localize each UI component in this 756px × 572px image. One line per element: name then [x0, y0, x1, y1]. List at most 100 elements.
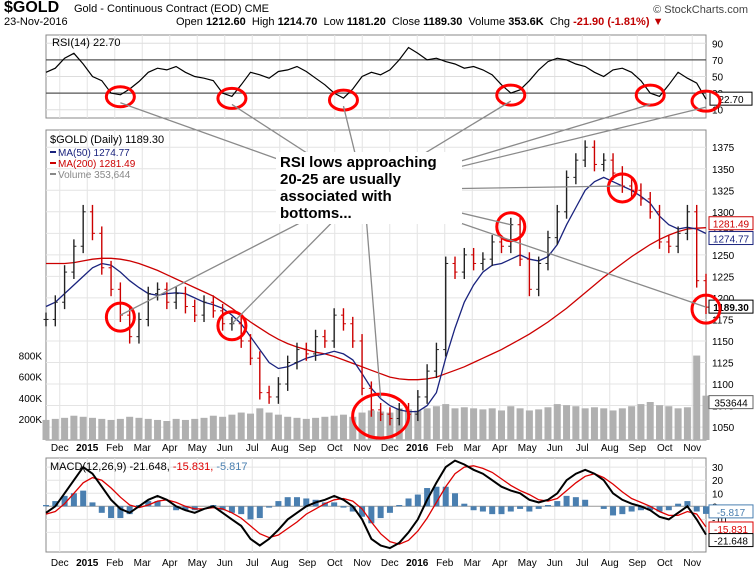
x-tick-label: Jun: [547, 558, 563, 569]
macd-histogram-bar: [396, 505, 403, 507]
macd-histogram-bar: [479, 506, 486, 512]
copyright-text: © StockCharts.com: [653, 4, 748, 16]
x-tick-label: Aug: [271, 558, 289, 569]
chg-label: Chg: [549, 16, 571, 28]
macd-histogram-bar: [526, 506, 533, 512]
volume-bar: [693, 355, 701, 440]
volume-bar: [423, 408, 431, 440]
volume-bar: [674, 408, 682, 440]
macd-histogram-bar: [517, 506, 524, 509]
price-y-tick-label: 1150: [712, 337, 734, 348]
x-tick-label: 2015: [76, 558, 99, 569]
x-tick-label: Sep: [298, 558, 316, 569]
volume-bar: [144, 418, 152, 440]
macd-histogram-bar: [359, 506, 366, 517]
x-tick-label: 2015: [76, 443, 99, 454]
rsi-low-circle: [634, 83, 666, 107]
macd-y-tick-label: 10: [712, 489, 724, 500]
macd-histogram-bar: [600, 506, 607, 509]
x-tick-label: Mar: [134, 558, 152, 569]
volume-bar: [665, 406, 673, 440]
macd-value-box: [708, 504, 754, 519]
macd-title-main: MACD(12,26,9) -21.648,: [50, 461, 173, 473]
x-tick-label: Oct: [657, 558, 673, 569]
high-value: 1214.70: [277, 16, 318, 28]
rsi-low-circle: [495, 83, 527, 107]
macd-histogram-bar: [554, 501, 561, 507]
macd-histogram-bar: [173, 506, 180, 511]
x-tick-label: Sep: [298, 443, 316, 454]
volume-bar: [51, 418, 59, 440]
x-tick-label: Feb: [436, 443, 454, 454]
volume-bar: [414, 410, 422, 440]
volume-bar: [479, 409, 487, 440]
symbol-description: Gold - Continuous Contract (EOD) CME: [74, 3, 269, 15]
macd-value-label: -21.648: [714, 537, 748, 548]
macd-histogram-bar: [154, 501, 161, 507]
macd-histogram-bar: [349, 506, 356, 512]
macd-histogram-bar: [126, 506, 133, 515]
macd-y-tick-label: 30: [712, 463, 724, 474]
volume-bar: [154, 419, 162, 440]
macd-histogram-bar: [43, 505, 49, 507]
price-y-tick-label: 1300: [712, 208, 735, 219]
x-tick-label: May: [188, 558, 207, 569]
macd-histogram-bar: [507, 506, 514, 512]
volume-bar: [488, 408, 496, 440]
volume-tick-label: 400K: [19, 394, 43, 405]
x-tick-label: Sep: [628, 558, 646, 569]
x-tick-label: Mar: [134, 443, 152, 454]
volume-bar: [330, 415, 338, 440]
macd-histogram-bar: [377, 506, 384, 519]
volume-bar: [302, 418, 310, 440]
macd-histogram-bar: [610, 506, 617, 516]
volume-bar: [507, 406, 515, 440]
price-y-tick-label: 1375: [712, 143, 735, 154]
chart-header: $GOLD Gold - Continuous Contract (EOD) C…: [0, 0, 756, 30]
price-y-tick-label: 1200: [712, 294, 735, 305]
price-title: $GOLD (Daily) 1189.30: [50, 134, 164, 146]
x-tick-label: Dec: [381, 443, 399, 454]
price-y-tick-label: 1250: [712, 251, 735, 262]
macd-histogram-bar: [582, 499, 589, 507]
volume-bar: [79, 416, 87, 440]
macd-line: [45, 459, 707, 550]
rsi-title: RSI(14) 22.70: [52, 37, 120, 49]
description-text: Gold - Continuous Contract (EOD): [74, 3, 242, 15]
ma50-value-label: 1274.77: [713, 235, 750, 246]
volume-bar: [237, 412, 245, 440]
volume-bar: [98, 418, 106, 440]
macd-histogram-bar: [108, 506, 115, 519]
x-tick-label: Feb: [106, 443, 124, 454]
x-tick-label: Jul: [576, 443, 589, 454]
x-tick-label: Jul: [576, 558, 589, 569]
macd-title-signal: -15.831,: [173, 461, 216, 473]
volume-bar: [656, 405, 664, 440]
macd-histogram-bar: [303, 498, 310, 507]
x-tick-label: May: [188, 443, 207, 454]
x-tick-label: Aug: [271, 443, 289, 454]
x-tick-label: Feb: [436, 558, 454, 569]
volume-bar: [377, 411, 385, 440]
macd-histogram-bar: [637, 506, 644, 511]
x-tick-label: Apr: [162, 558, 178, 569]
ma200-line: [46, 227, 707, 381]
volume-bar: [61, 417, 69, 440]
x-tick-label: Feb: [106, 558, 124, 569]
volume-bar: [88, 417, 96, 440]
x-tick-label: Mar: [464, 558, 482, 569]
volume-bar: [228, 414, 236, 440]
x-tick-label: Nov: [353, 558, 371, 569]
volume-bar: [525, 410, 533, 440]
volume-bar: [590, 407, 598, 440]
volume-bar: [163, 421, 171, 440]
price-y-tick-label: 1325: [712, 186, 735, 197]
volume-bar: [563, 405, 571, 440]
price-y-tick-label: 1225: [712, 272, 735, 283]
volume-bar: [497, 410, 505, 440]
volume-bar: [135, 417, 143, 440]
x-tick-label: Jul: [246, 443, 259, 454]
price-y-tick-label: 1100: [712, 380, 734, 391]
volume-bar: [219, 416, 227, 440]
volume-bar: [451, 408, 459, 440]
